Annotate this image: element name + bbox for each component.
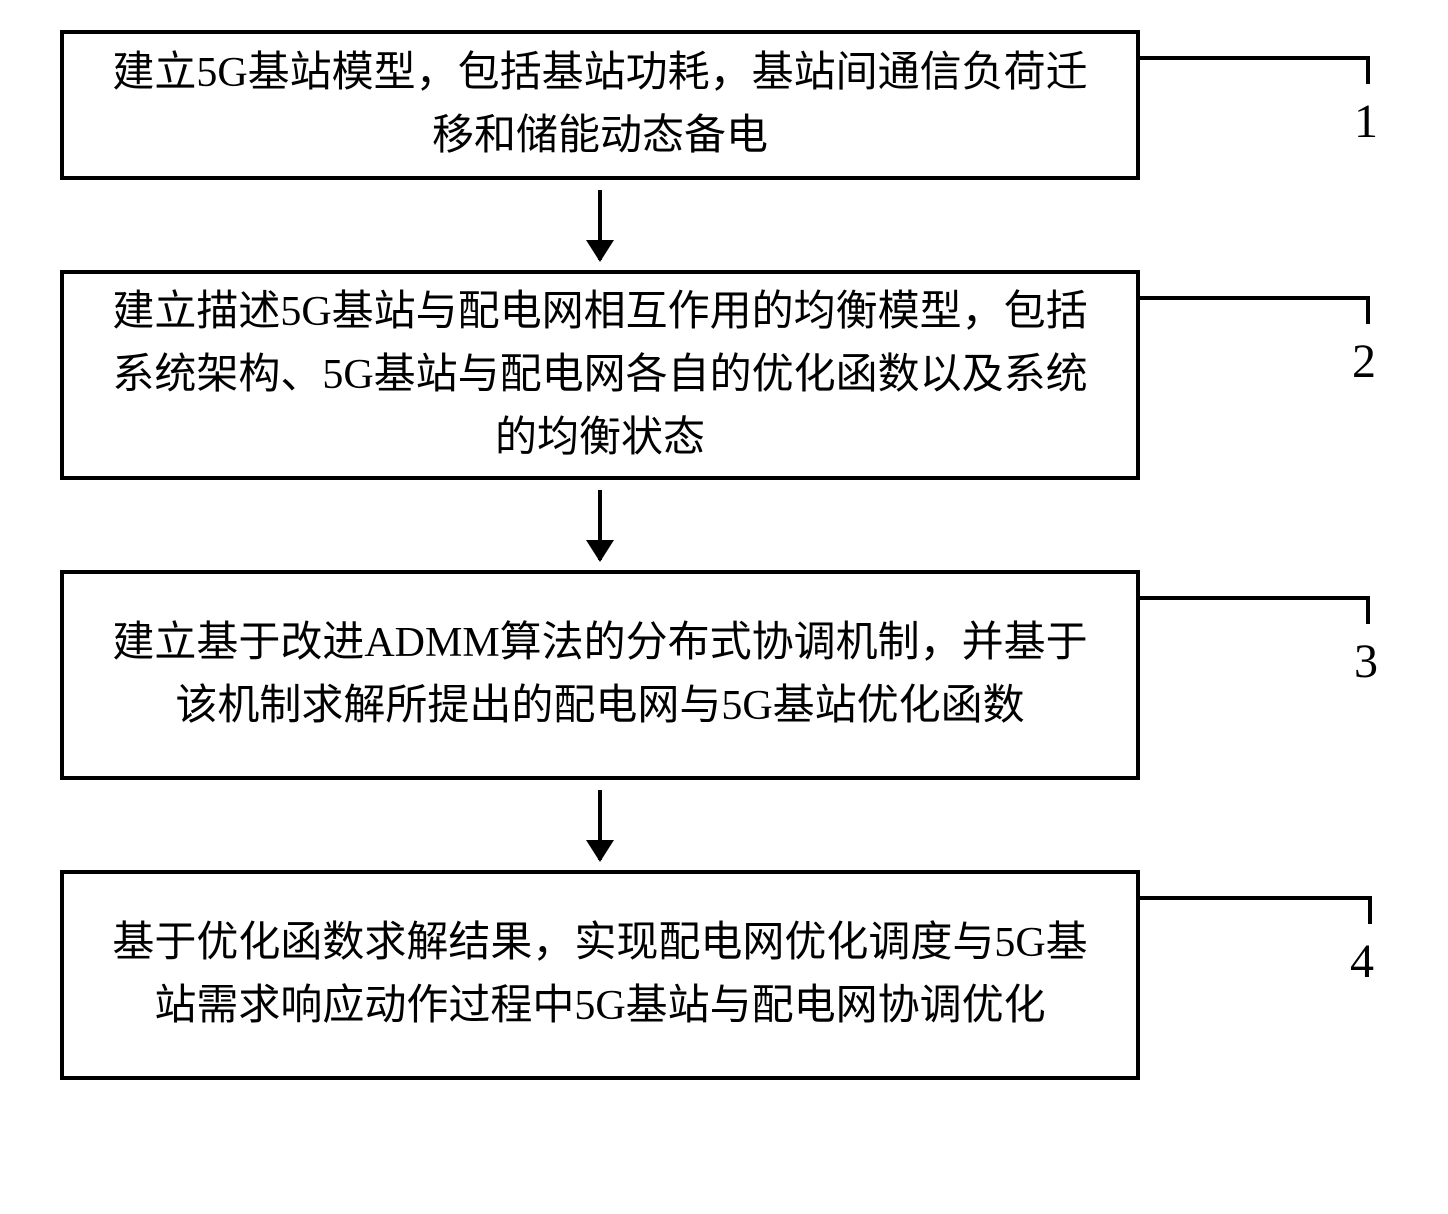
label-connector-1 bbox=[1140, 56, 1370, 60]
step-wrapper-4: 基于优化函数求解结果，实现配电网优化调度与5G基站需求响应动作过程中5G基站与配… bbox=[60, 870, 1380, 1080]
arrow-line-3 bbox=[598, 790, 602, 860]
step-label-4: 4 bbox=[1350, 934, 1374, 989]
label-connector-4 bbox=[1140, 896, 1372, 900]
label-hook-4 bbox=[1368, 896, 1372, 924]
step-label-3: 3 bbox=[1354, 634, 1378, 689]
flow-box-text-3: 建立基于改进ADMM算法的分布式协调机制，并基于该机制求解所提出的配电网与5G基… bbox=[94, 612, 1106, 738]
arrow-line-1 bbox=[598, 190, 602, 260]
flow-box-4: 基于优化函数求解结果，实现配电网优化调度与5G基站需求响应动作过程中5G基站与配… bbox=[60, 870, 1140, 1080]
label-connector-3 bbox=[1140, 596, 1370, 600]
step-label-1: 1 bbox=[1354, 94, 1378, 149]
step-wrapper-3: 建立基于改进ADMM算法的分布式协调机制，并基于该机制求解所提出的配电网与5G基… bbox=[60, 570, 1380, 780]
label-hook-2 bbox=[1366, 296, 1370, 324]
step-label-2: 2 bbox=[1352, 334, 1376, 389]
arrow-2 bbox=[60, 480, 1140, 570]
flow-box-1: 建立5G基站模型，包括基站功耗，基站间通信负荷迁移和储能动态备电 bbox=[60, 30, 1140, 180]
label-hook-3 bbox=[1366, 596, 1370, 624]
label-hook-1 bbox=[1366, 56, 1370, 84]
flow-box-text-2: 建立描述5G基站与配电网相互作用的均衡模型，包括系统架构、5G基站与配电网各自的… bbox=[94, 281, 1106, 470]
flow-box-text-4: 基于优化函数求解结果，实现配电网优化调度与5G基站需求响应动作过程中5G基站与配… bbox=[94, 912, 1106, 1038]
step-wrapper-2: 建立描述5G基站与配电网相互作用的均衡模型，包括系统架构、5G基站与配电网各自的… bbox=[60, 270, 1380, 480]
flow-box-3: 建立基于改进ADMM算法的分布式协调机制，并基于该机制求解所提出的配电网与5G基… bbox=[60, 570, 1140, 780]
label-connector-2 bbox=[1140, 296, 1370, 300]
step-wrapper-1: 建立5G基站模型，包括基站功耗，基站间通信负荷迁移和储能动态备电 1 bbox=[60, 30, 1380, 180]
flow-box-text-1: 建立5G基站模型，包括基站功耗，基站间通信负荷迁移和储能动态备电 bbox=[94, 42, 1106, 168]
arrow-line-2 bbox=[598, 490, 602, 560]
flowchart-container: 建立5G基站模型，包括基站功耗，基站间通信负荷迁移和储能动态备电 1 建立描述5… bbox=[60, 30, 1380, 1080]
arrow-1 bbox=[60, 180, 1140, 270]
flow-box-2: 建立描述5G基站与配电网相互作用的均衡模型，包括系统架构、5G基站与配电网各自的… bbox=[60, 270, 1140, 480]
arrow-3 bbox=[60, 780, 1140, 870]
